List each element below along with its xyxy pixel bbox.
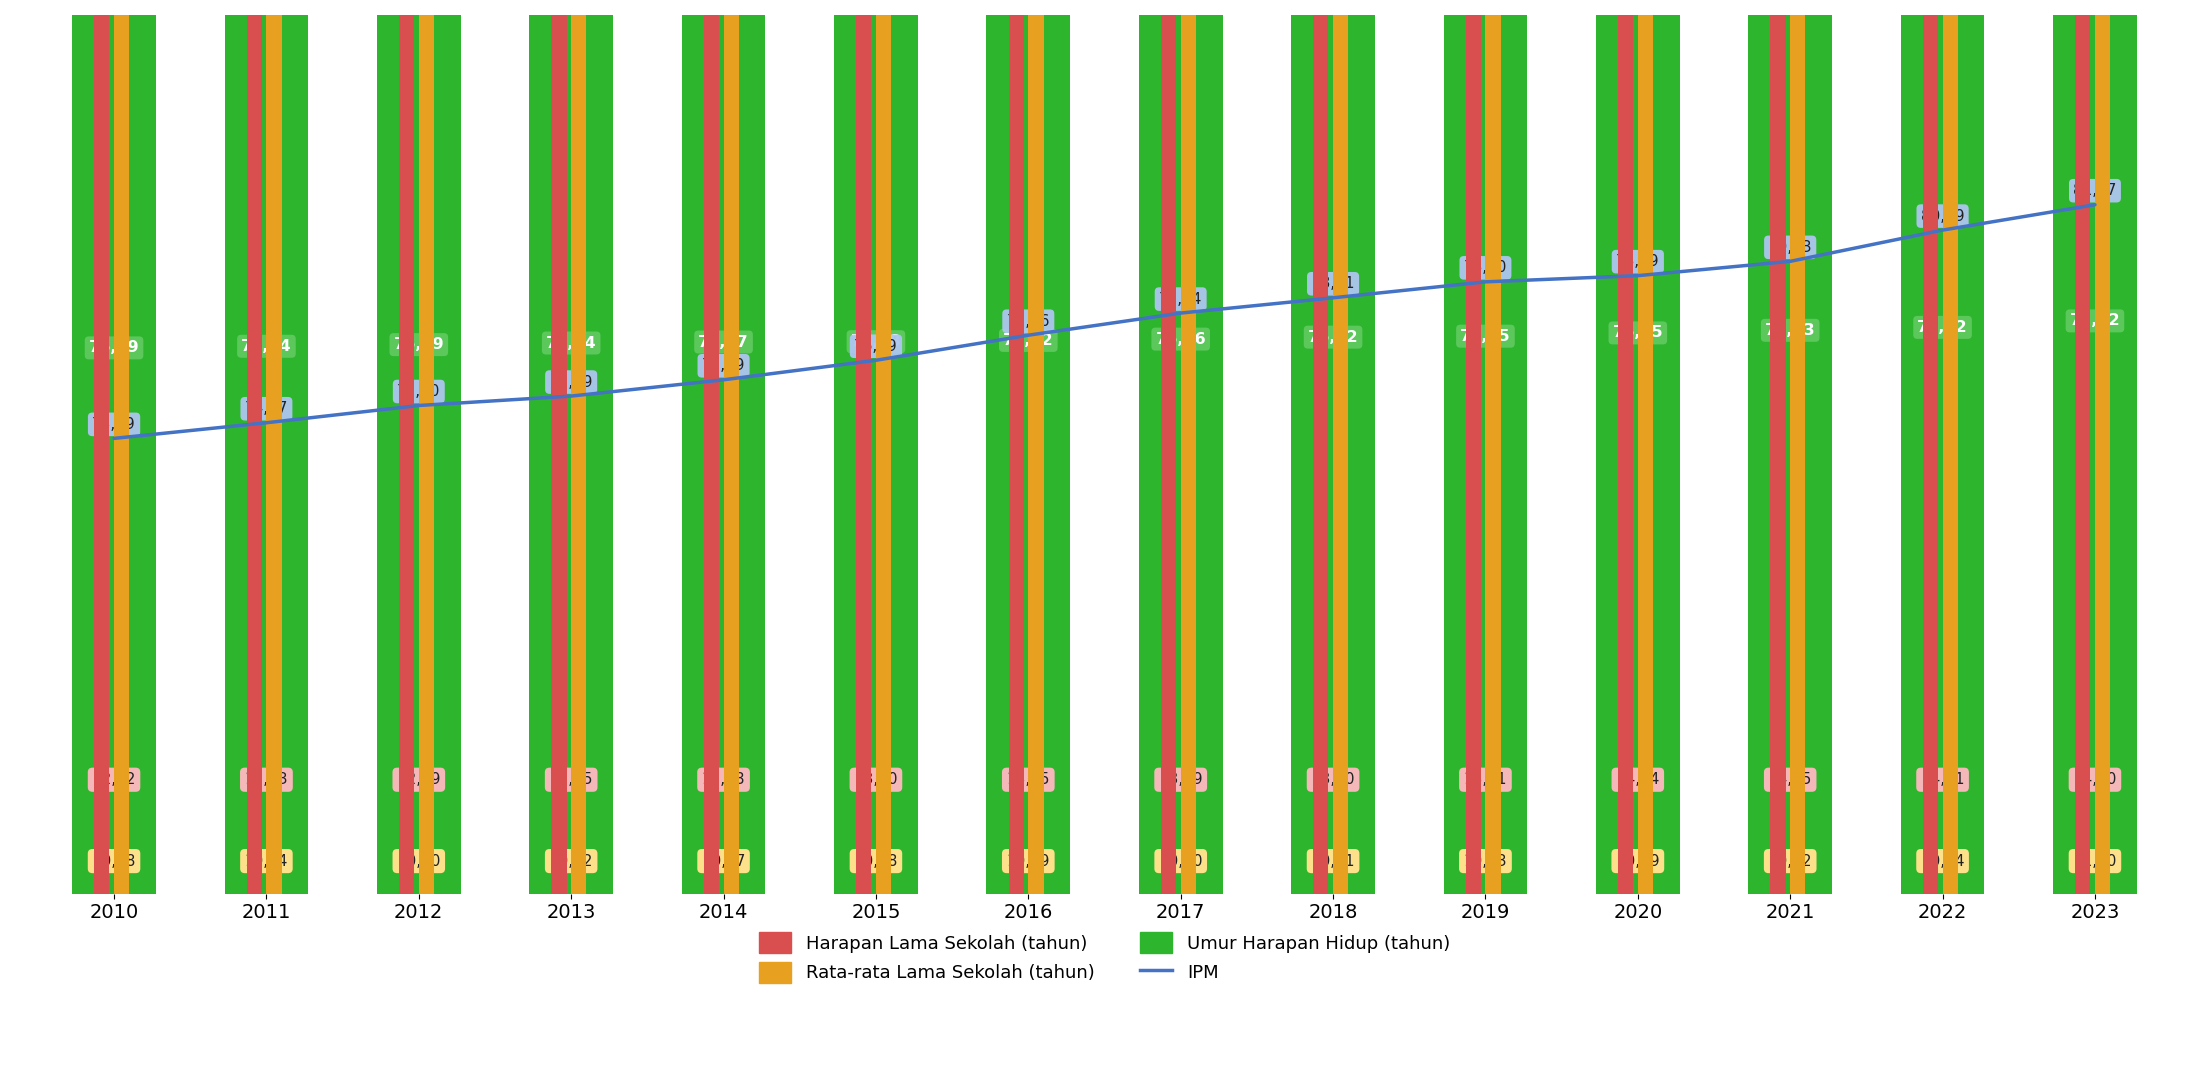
Bar bbox=[73, 0, 157, 894]
Bar bbox=[1484, 0, 1500, 894]
Text: 10,08: 10,08 bbox=[93, 853, 135, 869]
Text: 77,02: 77,02 bbox=[1917, 320, 1968, 335]
Text: 10,29: 10,29 bbox=[1007, 853, 1049, 869]
Bar bbox=[1789, 0, 1805, 894]
Text: 76,72: 76,72 bbox=[1308, 329, 1359, 345]
Text: 10,30: 10,30 bbox=[1160, 853, 1202, 869]
Text: 76,54: 76,54 bbox=[546, 336, 596, 350]
Text: 75,00: 75,00 bbox=[398, 384, 440, 399]
Bar bbox=[2052, 0, 2136, 894]
Text: 11,20: 11,20 bbox=[2074, 853, 2116, 869]
Bar bbox=[95, 0, 110, 894]
Bar bbox=[705, 0, 718, 894]
Bar bbox=[1595, 0, 1679, 894]
Bar bbox=[2074, 0, 2090, 894]
Legend: Harapan Lama Sekolah (tahun), Rata-rata Lama Sekolah (tahun), Umur Harapan Hidup: Harapan Lama Sekolah (tahun), Rata-rata … bbox=[751, 925, 1458, 990]
Text: 81,17: 81,17 bbox=[2074, 184, 2116, 198]
Bar bbox=[552, 0, 566, 894]
Bar bbox=[530, 0, 614, 894]
Text: 10,33: 10,33 bbox=[1465, 853, 1507, 869]
Text: 12,65: 12,65 bbox=[550, 772, 592, 787]
Text: 12,22: 12,22 bbox=[93, 772, 135, 787]
Text: 76,57: 76,57 bbox=[698, 335, 749, 350]
Bar bbox=[1747, 0, 1831, 894]
Text: 77,84: 77,84 bbox=[1160, 291, 1202, 307]
Text: 13,79: 13,79 bbox=[1160, 772, 1202, 787]
Bar bbox=[1942, 0, 1957, 894]
Text: 14,40: 14,40 bbox=[2074, 772, 2116, 787]
Text: 13,80: 13,80 bbox=[1312, 772, 1354, 787]
Text: 10,94: 10,94 bbox=[1922, 853, 1964, 869]
Text: 78,80: 78,80 bbox=[1465, 260, 1507, 275]
Bar bbox=[115, 0, 130, 894]
Text: 13,81: 13,81 bbox=[1465, 772, 1507, 787]
Text: 14,31: 14,31 bbox=[1922, 772, 1964, 787]
Text: 12,98: 12,98 bbox=[702, 772, 744, 787]
Bar bbox=[857, 0, 870, 894]
Bar bbox=[1617, 0, 1632, 894]
Bar bbox=[877, 0, 890, 894]
Bar bbox=[2094, 0, 2110, 894]
Bar bbox=[1332, 0, 1347, 894]
Text: 12,49: 12,49 bbox=[398, 772, 440, 787]
Bar bbox=[247, 0, 263, 894]
Text: 75,29: 75,29 bbox=[550, 375, 592, 389]
Text: 76,58: 76,58 bbox=[850, 334, 901, 349]
Text: 79,43: 79,43 bbox=[1769, 240, 1811, 254]
Bar bbox=[420, 0, 433, 894]
Bar bbox=[1769, 0, 1785, 894]
Bar bbox=[683, 0, 767, 894]
Text: 76,75: 76,75 bbox=[1460, 328, 1511, 343]
Text: 10,31: 10,31 bbox=[1312, 853, 1354, 869]
Text: 76,39: 76,39 bbox=[855, 339, 897, 353]
Bar bbox=[1900, 0, 1984, 894]
Bar bbox=[1180, 0, 1195, 894]
Bar bbox=[267, 0, 283, 894]
Bar bbox=[378, 0, 462, 894]
Text: 10,62: 10,62 bbox=[1769, 853, 1811, 869]
Bar bbox=[725, 0, 738, 894]
Text: 73,99: 73,99 bbox=[93, 416, 137, 432]
Text: 10,39: 10,39 bbox=[1617, 853, 1659, 869]
Bar bbox=[1140, 0, 1222, 894]
Text: 10,27: 10,27 bbox=[702, 853, 744, 869]
Bar bbox=[572, 0, 585, 894]
Text: 10,14: 10,14 bbox=[245, 853, 287, 869]
Text: 78,31: 78,31 bbox=[1312, 276, 1354, 291]
Text: 75,79: 75,79 bbox=[702, 359, 744, 373]
Text: 77,16: 77,16 bbox=[1007, 314, 1049, 328]
Text: 76,44: 76,44 bbox=[241, 339, 292, 353]
Bar bbox=[225, 0, 309, 894]
Text: 13,10: 13,10 bbox=[855, 772, 897, 787]
Bar bbox=[1922, 0, 1937, 894]
Bar bbox=[1637, 0, 1652, 894]
Text: 13,55: 13,55 bbox=[1007, 772, 1049, 787]
Bar bbox=[1162, 0, 1175, 894]
Bar bbox=[1010, 0, 1023, 894]
Bar bbox=[1292, 0, 1374, 894]
Bar bbox=[1442, 0, 1526, 894]
Text: 10,28: 10,28 bbox=[855, 853, 897, 869]
Text: 76,93: 76,93 bbox=[1765, 323, 1816, 338]
Text: 76,66: 76,66 bbox=[1155, 332, 1206, 347]
Text: 76,85: 76,85 bbox=[1613, 325, 1663, 340]
Text: 14,14: 14,14 bbox=[1617, 772, 1659, 787]
Text: 10,22: 10,22 bbox=[550, 853, 592, 869]
Text: 76,49: 76,49 bbox=[393, 337, 444, 352]
Text: 74,47: 74,47 bbox=[245, 401, 287, 416]
Bar bbox=[835, 0, 917, 894]
Text: 12,33: 12,33 bbox=[245, 772, 287, 787]
Bar bbox=[1314, 0, 1328, 894]
Bar bbox=[400, 0, 415, 894]
Text: 78,99: 78,99 bbox=[1617, 254, 1659, 270]
Text: 76,39: 76,39 bbox=[88, 340, 139, 355]
Text: 10,20: 10,20 bbox=[398, 853, 440, 869]
Text: 77,22: 77,22 bbox=[2070, 313, 2121, 328]
Text: 76,62: 76,62 bbox=[1003, 333, 1054, 348]
Bar bbox=[1465, 0, 1480, 894]
Bar bbox=[987, 0, 1069, 894]
Bar bbox=[1029, 0, 1043, 894]
Text: 14,15: 14,15 bbox=[1769, 772, 1811, 787]
Text: 80,39: 80,39 bbox=[1922, 209, 1964, 224]
